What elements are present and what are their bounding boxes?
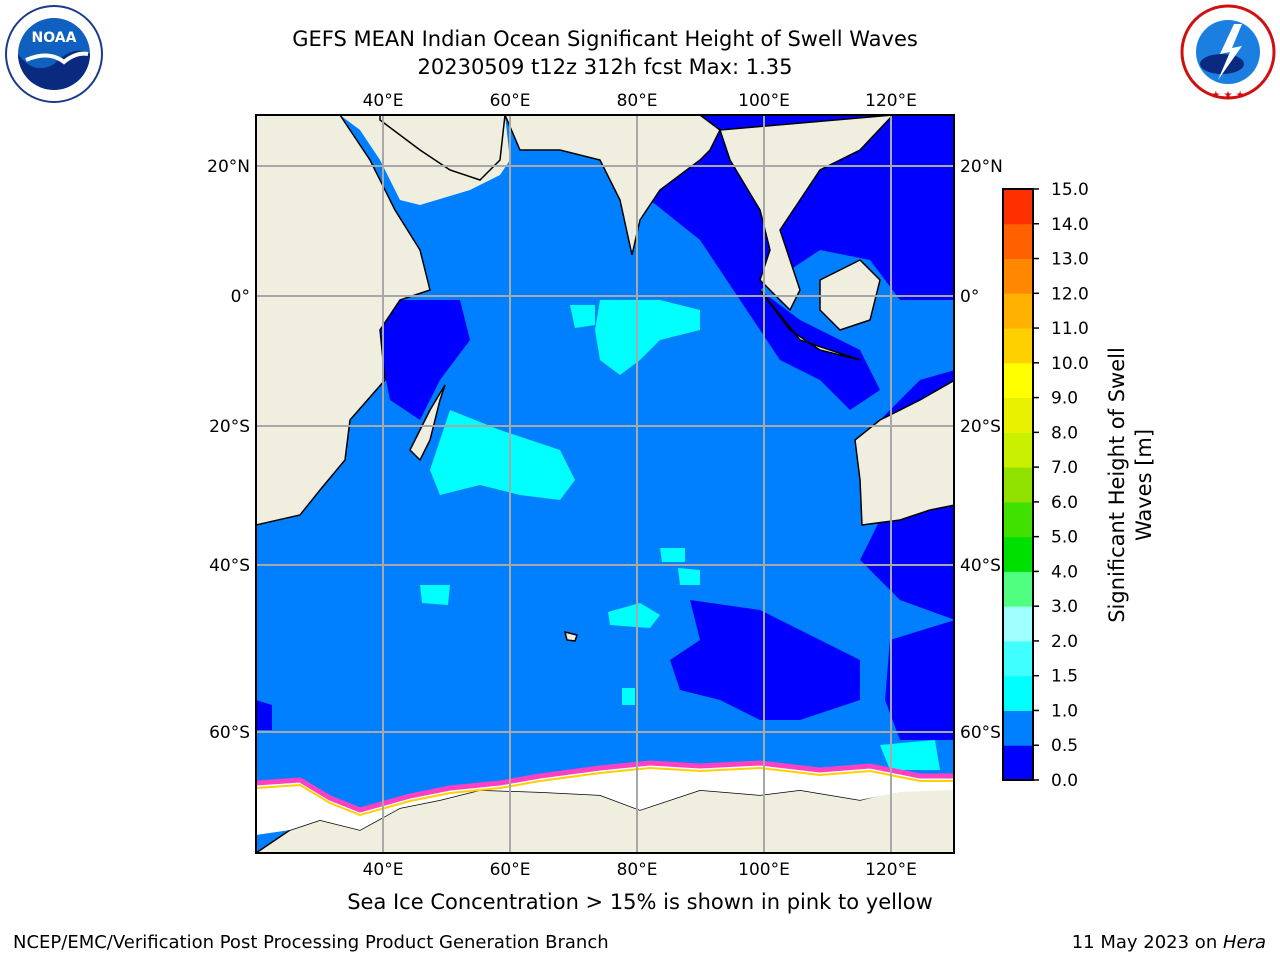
sea-ice bbox=[256, 760, 954, 835]
lon-label-bottom-120e: 120°E bbox=[865, 860, 917, 880]
colorbar-tick-label: 8.0 bbox=[1051, 423, 1078, 443]
lat-label-right-eq: 0° bbox=[960, 287, 979, 307]
map-plot-area bbox=[256, 115, 954, 853]
lat-label-left-eq: 0° bbox=[231, 287, 250, 307]
lat-label-right-20s: 20°S bbox=[960, 417, 1001, 437]
lon-label-bottom-100e: 100°E bbox=[738, 860, 790, 880]
colorbar-tick-label: 1.0 bbox=[1051, 701, 1078, 721]
high-swell-patches bbox=[420, 300, 940, 770]
colorbar-segment bbox=[1003, 293, 1033, 329]
map-subtitle: 20230509 t12z 312h fcst Max: 1.35 bbox=[417, 55, 793, 79]
colorbar-segment bbox=[1003, 606, 1033, 642]
colorbar-segment bbox=[1003, 189, 1033, 225]
svg-text:★ ★ ★: ★ ★ ★ bbox=[1211, 90, 1244, 101]
colorbar-segment bbox=[1003, 571, 1033, 607]
lon-label-top-60e: 60°E bbox=[490, 91, 531, 111]
colorbar-segment bbox=[1003, 536, 1033, 572]
nws-logo: ★ ★ ★ bbox=[1180, 4, 1276, 101]
colorbar-segment bbox=[1003, 640, 1033, 677]
colorbar-tick-label: 15.0 bbox=[1051, 180, 1089, 200]
colorbar-label-line2: Waves [m] bbox=[1132, 429, 1156, 541]
map-frame bbox=[255, 114, 955, 854]
lat-label-right-40s: 40°S bbox=[960, 556, 1001, 576]
colorbar-tick-label: 5.0 bbox=[1051, 528, 1078, 548]
footer-date: 11 May 2023 on Hera bbox=[1072, 932, 1266, 953]
lat-label-right-20n: 20°N bbox=[960, 157, 1003, 177]
colorbar-segment bbox=[1003, 223, 1033, 260]
footer-org: NCEP/EMC/Verification Post Processing Pr… bbox=[13, 932, 609, 953]
colorbar-segment bbox=[1003, 501, 1033, 538]
footer-date-text: 11 May 2023 on bbox=[1071, 932, 1223, 953]
colorbar-segment bbox=[1003, 675, 1033, 711]
lat-label-left-60s: 60°S bbox=[209, 723, 250, 743]
lat-label-left-20n: 20°N bbox=[207, 157, 250, 177]
sea-ice-caption: Sea Ice Concentration > 15% is shown in … bbox=[347, 890, 933, 914]
colorbar-tick-label: 12.0 bbox=[1051, 284, 1089, 304]
map-title: GEFS MEAN Indian Ocean Significant Heigh… bbox=[292, 27, 918, 51]
colorbar bbox=[1003, 189, 1033, 781]
noaa-logo: NOAA bbox=[5, 5, 103, 103]
colorbar-tick-label: 0.5 bbox=[1051, 736, 1078, 756]
noaa-logo-text: NOAA bbox=[32, 30, 77, 46]
colorbar-segment bbox=[1003, 710, 1033, 746]
colorbar-tick-label: 13.0 bbox=[1051, 250, 1089, 270]
colorbar-tick-label: 1.5 bbox=[1051, 667, 1078, 687]
footer-host: Hera bbox=[1222, 932, 1266, 953]
colorbar-tick-label: 9.0 bbox=[1051, 389, 1078, 409]
colorbar-segment bbox=[1003, 745, 1033, 781]
colorbar-ticks: 0.0 0.5 1.0 1.5 2.0 3.0 4.0 5.0 6.0 7.0 8.0 9.0 10.0… bbox=[1033, 180, 1089, 791]
colorbar-tick-label: 3.0 bbox=[1051, 597, 1078, 617]
lon-label-top-40e: 40°E bbox=[363, 91, 404, 111]
lon-label-top-80e: 80°E bbox=[617, 91, 658, 111]
colorbar-tick-label: 11.0 bbox=[1051, 319, 1089, 339]
lon-label-bottom-80e: 80°E bbox=[617, 860, 658, 880]
map-gridlines bbox=[256, 115, 954, 853]
lat-label-left-40s: 40°S bbox=[209, 556, 250, 576]
colorbar-tick-label: 6.0 bbox=[1051, 493, 1078, 513]
colorbar-segment bbox=[1003, 467, 1033, 503]
lon-label-top-120e: 120°E bbox=[865, 91, 917, 111]
colorbar-segment bbox=[1003, 397, 1033, 433]
colorbar-tick-label: 7.0 bbox=[1051, 458, 1078, 478]
colorbar-segment bbox=[1003, 328, 1033, 364]
colorbar-frame bbox=[1002, 188, 1034, 781]
colorbar-tick-label: 0.0 bbox=[1051, 771, 1078, 791]
colorbar-segment bbox=[1003, 362, 1033, 399]
lon-label-top-100e: 100°E bbox=[738, 91, 790, 111]
lat-label-right-60s: 60°S bbox=[960, 723, 1001, 743]
colorbar-segment bbox=[1003, 258, 1033, 294]
colorbar-label-line1: Significant Height of Swell bbox=[1105, 347, 1129, 623]
colorbar-tick-label: 4.0 bbox=[1051, 562, 1078, 582]
lon-label-bottom-40e: 40°E bbox=[363, 860, 404, 880]
colorbar-tick-label: 2.0 bbox=[1051, 632, 1078, 652]
lon-label-bottom-60e: 60°E bbox=[490, 860, 531, 880]
lat-label-left-20s: 20°S bbox=[209, 417, 250, 437]
colorbar-tick-label: 14.0 bbox=[1051, 215, 1089, 235]
colorbar-segment bbox=[1003, 432, 1033, 468]
colorbar-tick-label: 10.0 bbox=[1051, 354, 1089, 374]
